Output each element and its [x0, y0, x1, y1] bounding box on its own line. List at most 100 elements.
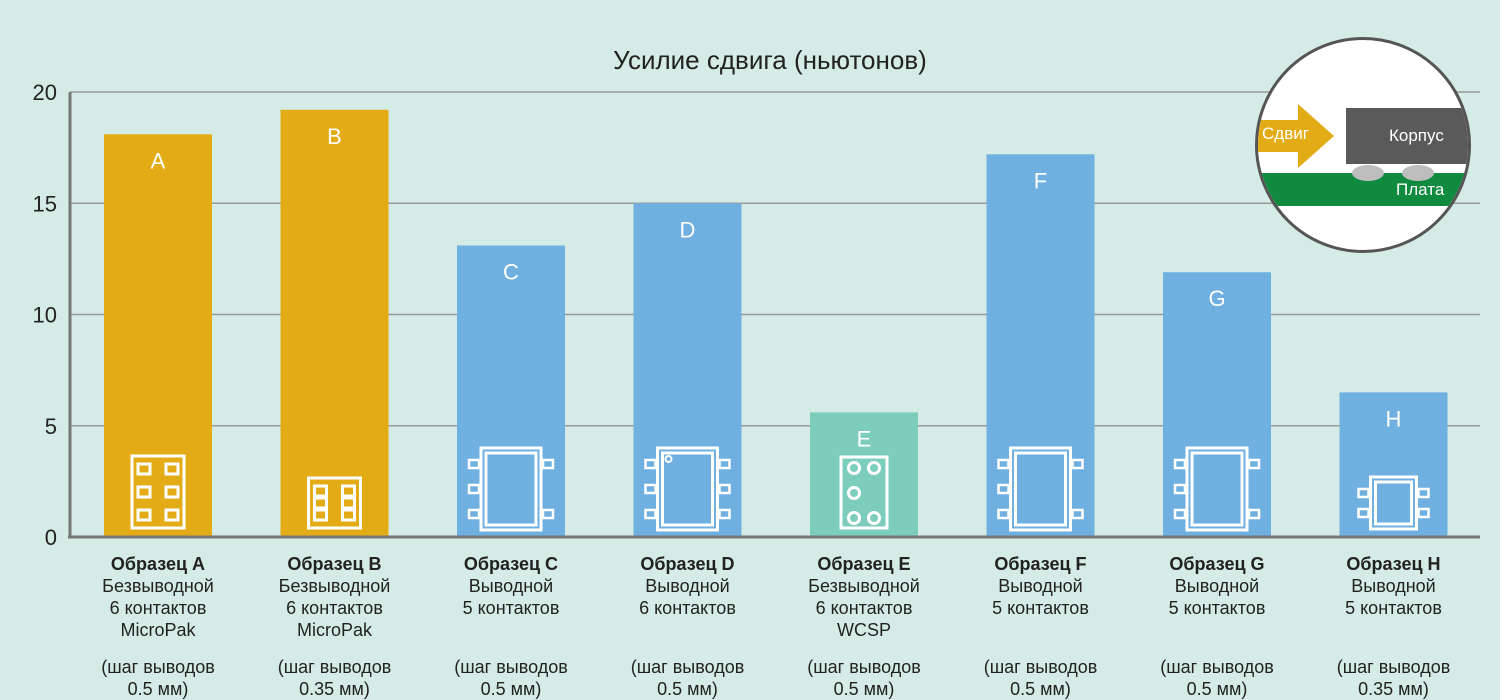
bar-label: B [327, 124, 342, 149]
y-tick-label: 10 [33, 303, 57, 328]
sample-detail: MicroPak [120, 620, 196, 640]
sample-detail: Выводной [998, 576, 1083, 596]
solder-joint [1352, 165, 1384, 181]
bar-label: C [503, 260, 519, 285]
bar-label: E [857, 426, 872, 451]
category-label-e: Образец E Безвыводной 6 контактов WCSP (шаг … [784, 553, 944, 700]
sample-detail: Выводной [1174, 576, 1260, 596]
sample-detail [1137, 619, 1297, 641]
category-label-a: Образец A Безвыводной 6 контактов MicroPak (… [78, 553, 238, 700]
bar-group-a: A [104, 134, 212, 537]
package-icon [839, 455, 889, 530]
bar-label: F [1034, 168, 1047, 193]
bar-g [1163, 272, 1271, 537]
shear-test-inset: Сдвиг Корпус Плата [1255, 37, 1471, 253]
chart-title: Усилие сдвига (ньютонов) [613, 45, 927, 75]
sample-detail [961, 619, 1121, 641]
bar-label: D [680, 217, 696, 242]
sample-detail: 5 контактов [992, 598, 1089, 618]
package-icon [467, 446, 555, 532]
sample-name: Образец H [1346, 554, 1441, 574]
sample-name: Образец B [287, 554, 382, 574]
sample-detail: 5 контактов [462, 598, 560, 618]
sample-detail: 5 контактов [1345, 598, 1442, 618]
sample-name: Образец F [994, 554, 1087, 574]
y-tick-label: 20 [33, 80, 57, 105]
package-icon [1357, 475, 1430, 531]
category-label-f: Образец F Выводной 5 контактов (шаг выводо… [961, 553, 1121, 700]
shear-label: Сдвиг [1262, 124, 1309, 143]
sample-pitch: (шаг выводов [630, 657, 745, 677]
y-tick-label: 5 [45, 414, 57, 439]
sample-pitch: (шаг выводов [1336, 657, 1451, 677]
sample-pitch: (шаг выводов [1160, 657, 1274, 677]
y-tick-label: 15 [33, 191, 57, 216]
sample-detail: 6 контактов [815, 598, 913, 618]
sample-name: Образец A [110, 554, 206, 574]
sample-pitch: 0.5 мм) [1186, 679, 1248, 699]
sample-name: Образец E [817, 554, 911, 574]
sample-detail: MicroPak [296, 620, 372, 640]
sample-detail: 5 контактов [1168, 598, 1266, 618]
category-label-h: Образец H Выводной 5 контактов (шаг выводо… [1314, 553, 1474, 700]
sample-detail: Безвыводной [102, 576, 214, 596]
sample-pitch: (шаг выводов [277, 657, 392, 677]
sample-detail: Выводной [645, 576, 730, 596]
category-label-d: Образец D Выводной 6 контактов (шаг выводо… [608, 553, 768, 700]
y-tick-label: 0 [45, 525, 57, 550]
sample-name: Образец C [463, 554, 559, 574]
sample-detail [1314, 619, 1474, 641]
bar-d [633, 203, 742, 537]
sample-detail: 6 контактов [639, 598, 736, 618]
package-icon [1173, 446, 1261, 532]
bars: A B C D E F G H [104, 109, 1448, 538]
sample-name: Образец D [640, 554, 735, 574]
sample-detail: 6 контактов [286, 598, 383, 618]
bar-group-b: B [280, 109, 389, 538]
bar-c [457, 245, 565, 537]
sample-detail [431, 619, 591, 641]
sample-detail: 6 контактов [109, 598, 207, 618]
bar-group-g: G [1163, 272, 1271, 537]
bar-group-d: D [633, 203, 742, 537]
bar-label: H [1386, 406, 1402, 431]
sample-pitch: 0.35 мм) [1358, 679, 1429, 699]
sample-name: Образец G [1169, 554, 1265, 574]
sample-pitch: (шаг выводов [983, 657, 1098, 677]
bar-f [986, 154, 1095, 538]
shear-test-diagram [1258, 104, 1468, 206]
sample-pitch: 0.5 мм) [127, 679, 189, 699]
sample-pitch: 0.5 мм) [657, 679, 718, 699]
bar-label: G [1208, 286, 1225, 311]
sample-pitch: (шаг выводов [101, 657, 215, 677]
package-icon [307, 476, 362, 530]
sample-pitch: 0.35 мм) [299, 679, 370, 699]
package-icon [130, 454, 186, 530]
sample-detail: WCSP [837, 620, 891, 640]
board-label: Плата [1396, 180, 1445, 199]
sample-detail: Безвыводной [808, 576, 920, 596]
package-shape [1346, 108, 1468, 164]
sample-detail: Выводной [468, 576, 554, 596]
category-label-c: Образец C Выводной 5 контактов (шаг выводо… [431, 553, 591, 700]
bar-group-c: C [457, 245, 565, 537]
package-icon [997, 446, 1084, 532]
sample-pitch: 0.5 мм) [1010, 679, 1071, 699]
bar-a [104, 134, 212, 537]
sample-detail: Выводной [1351, 576, 1436, 596]
package-label: Корпус [1389, 126, 1444, 145]
bar-group-e: E [810, 412, 918, 537]
sample-detail: Безвыводной [278, 576, 391, 596]
sample-pitch: (шаг выводов [807, 657, 921, 677]
package-icon [644, 446, 731, 532]
bar-b [280, 109, 389, 538]
sample-pitch: (шаг выводов [454, 657, 568, 677]
bar-e [810, 412, 918, 537]
category-label-g: Образец G Выводной 5 контактов (шаг выводо… [1137, 553, 1297, 700]
sample-pitch: 0.5 мм) [480, 679, 542, 699]
solder-joint [1402, 165, 1434, 181]
category-label-b: Образец B Безвыводной 6 контактов MicroPak (… [255, 553, 415, 700]
shear-arrow-icon [1258, 104, 1334, 168]
bar-group-f: F [986, 154, 1095, 538]
